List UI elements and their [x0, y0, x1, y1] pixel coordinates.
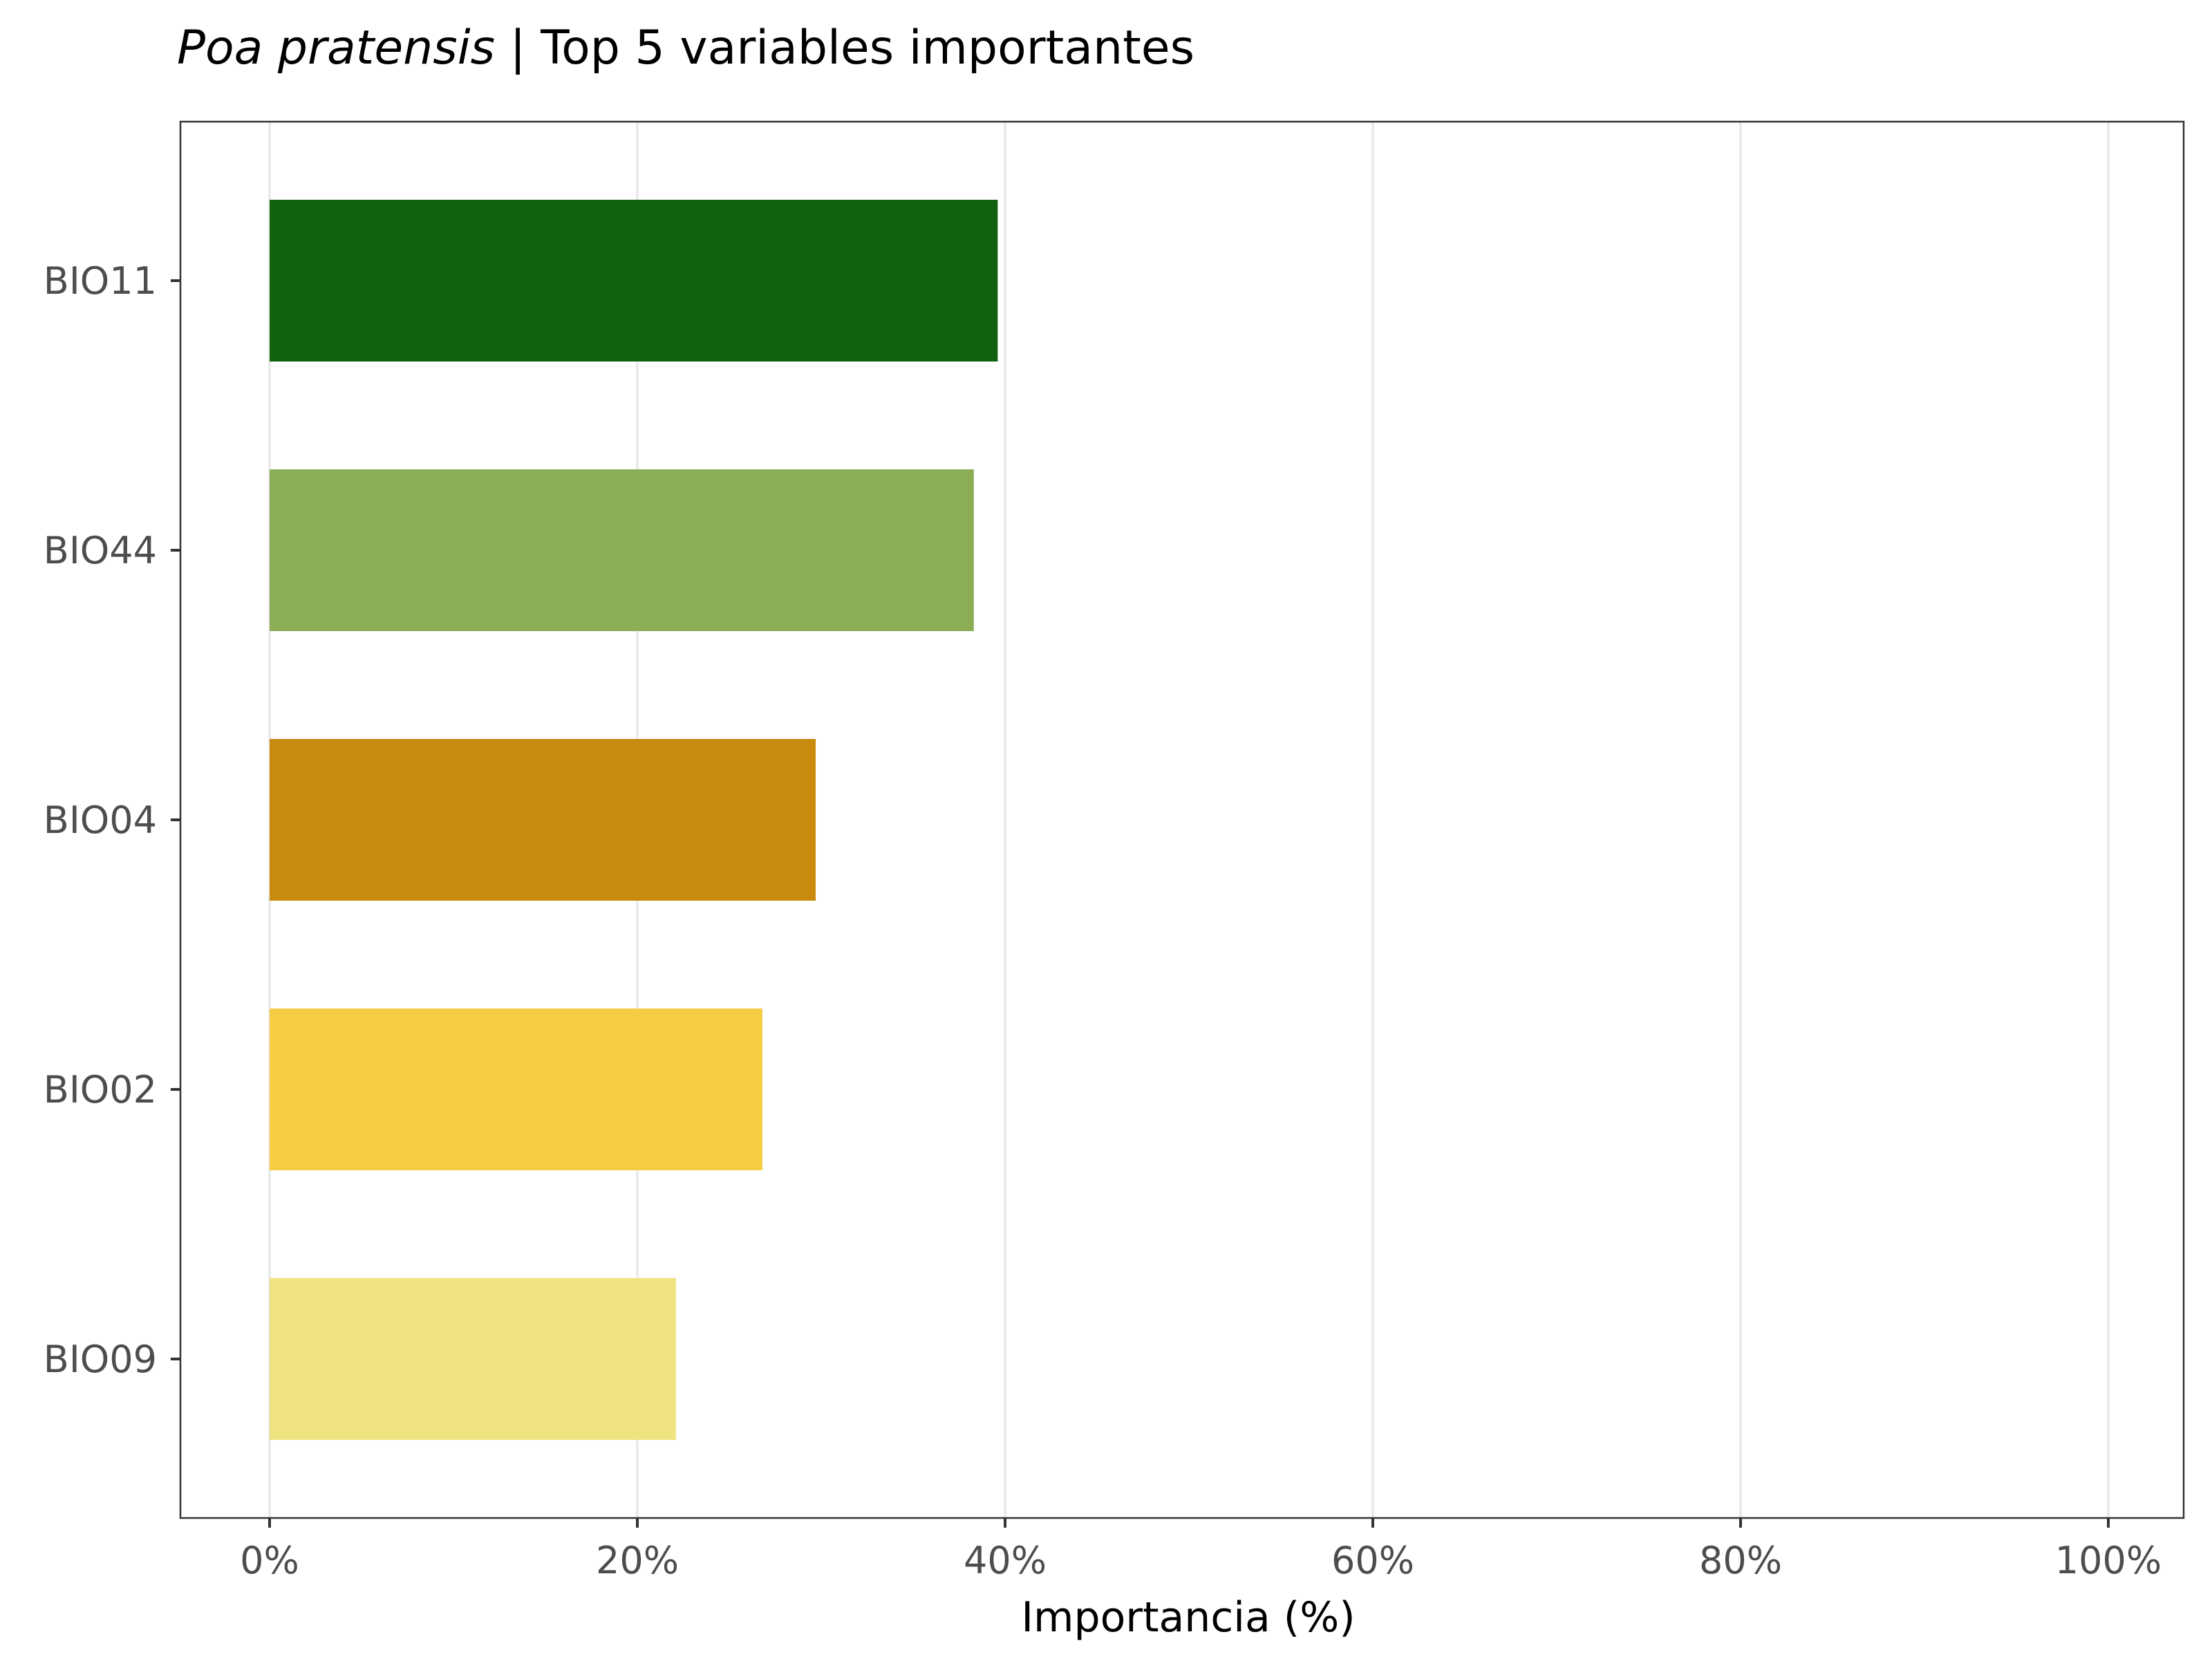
- x-axis: 0% 20% 40% 60% 80% 100%: [240, 1518, 2162, 1582]
- chart-title-italic: Poa pratensis: [177, 21, 495, 75]
- x-tick-label-2: 40%: [964, 1539, 1047, 1582]
- bar-bio11: [270, 200, 998, 362]
- bar-bio02: [270, 1009, 762, 1170]
- chart-title-rest: | Top 5 variables importantes: [495, 21, 1194, 75]
- y-tick-label-bio04: BIO04: [44, 798, 157, 842]
- bars-layer: [270, 200, 998, 1440]
- y-tick-label-bio09: BIO09: [44, 1338, 157, 1381]
- x-tick-label-3: 60%: [1331, 1539, 1414, 1582]
- x-tick-label-5: 100%: [2055, 1539, 2162, 1582]
- y-tick-label-bio44: BIO44: [44, 529, 157, 572]
- bar-bio44: [270, 469, 974, 631]
- x-tick-label-1: 20%: [596, 1539, 679, 1582]
- bar-bio04: [270, 739, 816, 901]
- y-tick-label-bio02: BIO02: [44, 1068, 157, 1112]
- x-tick-label-4: 80%: [1699, 1539, 1782, 1582]
- y-tick-label-bio11: BIO11: [44, 259, 157, 303]
- bar-bio09: [270, 1278, 676, 1440]
- x-axis-title: Importancia (%): [1021, 1593, 1355, 1642]
- y-axis: BIO11 BIO44 BIO04 BIO02 BIO09: [44, 259, 180, 1381]
- x-tick-label-0: 0%: [240, 1539, 299, 1582]
- chart-title: Poa pratensis | Top 5 variables importan…: [177, 21, 1194, 75]
